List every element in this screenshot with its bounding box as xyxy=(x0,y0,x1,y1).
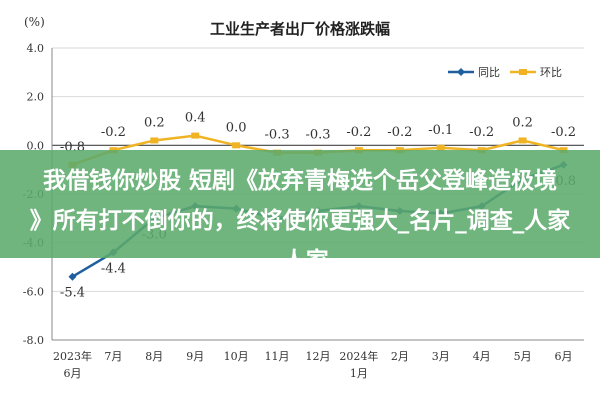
y-tick-label: 2.0 xyxy=(27,91,45,104)
x-tick-label: 2023年 6月 xyxy=(53,349,92,380)
x-ticks: 2023年 6月 7月 8月 9月 10月 11月 12月 2024年 1月 2月 3月 4月 5月 6月 xyxy=(53,349,573,380)
x-tick-label: 2月 xyxy=(391,350,409,363)
y-tick-label: 0.0 xyxy=(27,139,45,152)
data-label: 0.2 xyxy=(144,115,165,130)
data-label: -0.2 xyxy=(387,125,412,140)
x-tick-label: 7月 xyxy=(104,350,122,363)
data-label: -0.3 xyxy=(305,128,330,143)
banner-overlay: 我借钱你炒股 短剧《放弃青梅选个岳父登峰造极境 》所有打不倒你的，终将使你更强大… xyxy=(0,150,600,258)
x-tick-label: 12月 xyxy=(306,350,331,363)
y-tick-label: -6.0 xyxy=(23,285,44,298)
data-label: -0.2 xyxy=(469,125,494,140)
x-tick-label: 5月 xyxy=(514,350,532,363)
data-point xyxy=(68,272,77,281)
x-tick-label: 4月 xyxy=(473,350,491,363)
data-label: 0.2 xyxy=(512,115,533,130)
data-point xyxy=(518,137,527,144)
legend-marker xyxy=(519,69,527,75)
data-point xyxy=(232,142,241,149)
banner-line-2: 》所有打不倒你的，终将使你更强大_名片_调查_人家 xyxy=(29,208,571,234)
data-point xyxy=(436,144,445,151)
grid-layer xyxy=(51,47,584,341)
x-tick-label: 8月 xyxy=(145,350,163,363)
banner-line-3: _人家 xyxy=(0,241,600,258)
chart-title: 工业生产者出厂价格涨跌幅 xyxy=(210,20,390,38)
data-point xyxy=(150,137,159,144)
y-tick-label: 4.0 xyxy=(27,42,45,55)
data-label: -0.2 xyxy=(346,125,371,140)
x-tick-label: 2024年 1月 xyxy=(339,349,378,380)
data-label: 0.0 xyxy=(226,120,247,135)
legend: 同比 环比 xyxy=(448,66,562,79)
y-tick-label: -8.0 xyxy=(23,334,44,347)
data-label: -0.3 xyxy=(265,128,290,143)
data-label: -0.1 xyxy=(428,123,453,138)
legend-marker xyxy=(457,68,465,76)
data-label: -0.2 xyxy=(101,125,126,140)
data-label: -5.4 xyxy=(60,286,85,301)
x-tick-label: 10月 xyxy=(224,350,249,363)
y-axis-unit: (%) xyxy=(24,15,45,29)
data-label: 0.4 xyxy=(185,111,206,126)
banner-line-1: 我借钱你炒股 短剧《放弃青梅选个岳父登峰造极境 xyxy=(42,168,557,194)
data-label: -4.4 xyxy=(101,261,126,276)
data-label: -0.2 xyxy=(551,125,576,140)
x-tick-label: 11月 xyxy=(265,350,290,363)
legend-label: 同比 xyxy=(478,66,500,79)
x-tick-label: 3月 xyxy=(432,350,450,363)
x-tick-label: 6月 xyxy=(555,350,573,363)
data-point xyxy=(191,132,200,139)
x-tick-label: 9月 xyxy=(186,350,204,363)
legend-label: 环比 xyxy=(540,66,562,79)
